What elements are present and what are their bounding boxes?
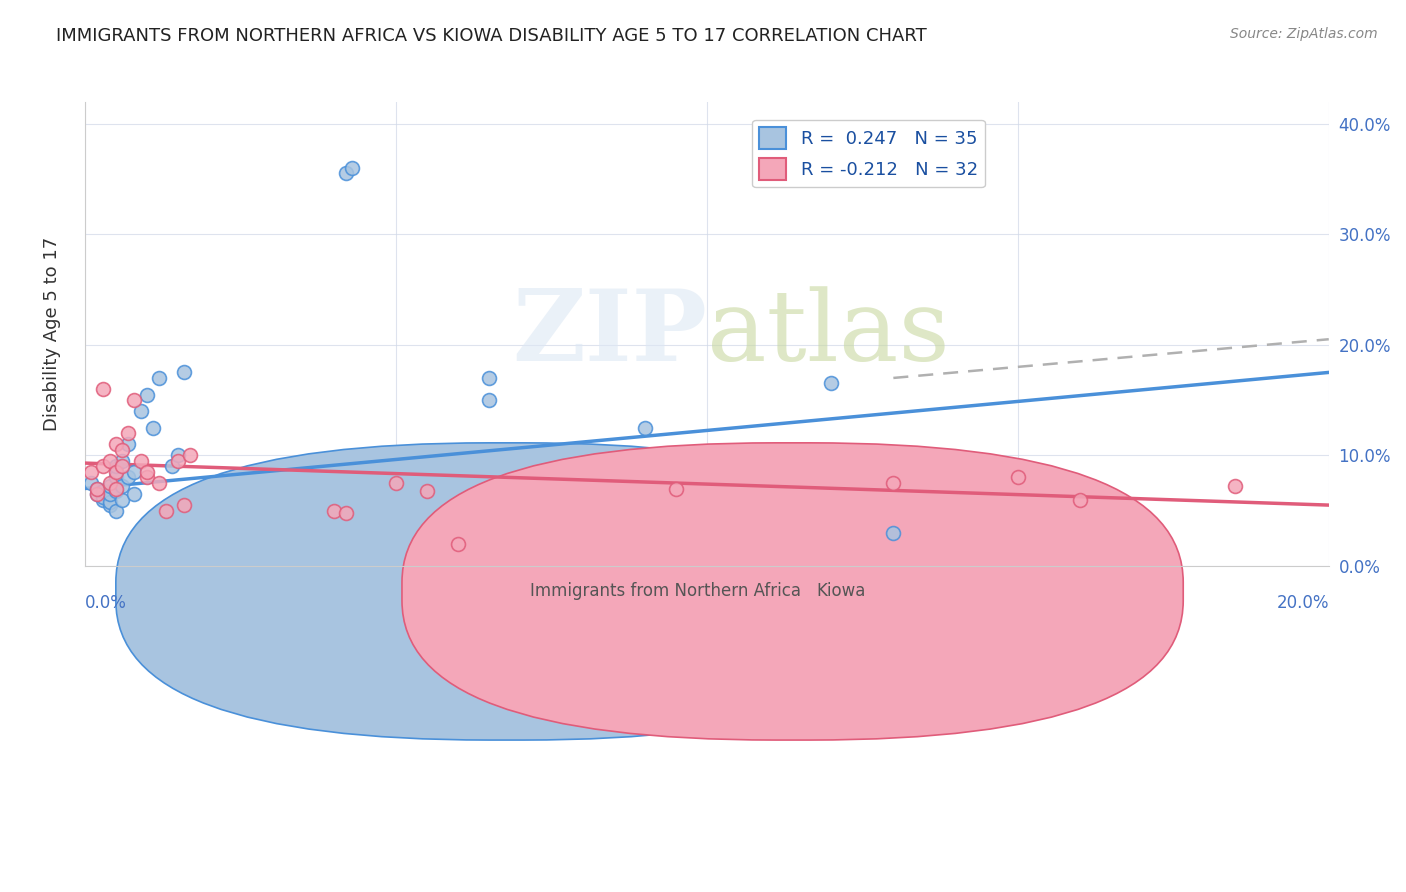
Point	[80, 465, 103, 479]
Point	[124, 465, 146, 479]
Point	[478, 371, 501, 385]
Point	[104, 465, 127, 479]
Point	[129, 404, 152, 418]
Point	[86, 487, 108, 501]
Point	[104, 437, 127, 451]
Point	[111, 459, 134, 474]
Text: 20.0%: 20.0%	[1277, 594, 1329, 612]
Point	[882, 525, 904, 540]
Point	[665, 482, 688, 496]
Point	[86, 482, 108, 496]
Point	[111, 492, 134, 507]
Point	[136, 387, 159, 401]
Point	[478, 392, 501, 407]
Point	[167, 454, 190, 468]
Point	[136, 465, 159, 479]
Point	[93, 491, 115, 505]
Point	[155, 503, 177, 517]
Point	[124, 392, 146, 407]
Point	[80, 475, 103, 490]
Point	[820, 376, 842, 391]
Point	[173, 366, 195, 380]
FancyBboxPatch shape	[402, 442, 1184, 740]
Point	[104, 483, 127, 498]
Point	[117, 470, 139, 484]
Point	[322, 503, 344, 517]
Y-axis label: Disability Age 5 to 17: Disability Age 5 to 17	[44, 236, 60, 431]
Point	[167, 448, 190, 462]
Point	[416, 483, 439, 498]
Text: Immigrants from Northern Africa: Immigrants from Northern Africa	[530, 582, 801, 600]
Point	[93, 492, 115, 507]
Point	[160, 459, 183, 474]
Point	[111, 454, 134, 468]
Point	[86, 482, 108, 496]
Point	[136, 470, 159, 484]
Point	[340, 161, 363, 175]
Legend: R =  0.247   N = 35, R = -0.212   N = 32: R = 0.247 N = 35, R = -0.212 N = 32	[752, 120, 986, 187]
Point	[148, 475, 170, 490]
Point	[98, 495, 121, 509]
Point	[104, 503, 127, 517]
Point	[1007, 470, 1029, 484]
Point	[98, 479, 121, 493]
Point	[882, 475, 904, 490]
Point	[104, 482, 127, 496]
Point	[93, 483, 115, 498]
Point	[335, 506, 357, 520]
Point	[104, 459, 127, 474]
Point	[117, 437, 139, 451]
Text: ZIP: ZIP	[512, 285, 707, 382]
FancyBboxPatch shape	[115, 442, 897, 740]
Point	[1069, 492, 1091, 507]
Point	[173, 498, 195, 512]
Text: IMMIGRANTS FROM NORTHERN AFRICA VS KIOWA DISABILITY AGE 5 TO 17 CORRELATION CHAR: IMMIGRANTS FROM NORTHERN AFRICA VS KIOWA…	[56, 27, 927, 45]
Point	[335, 166, 357, 180]
Text: Source: ZipAtlas.com: Source: ZipAtlas.com	[1230, 27, 1378, 41]
Point	[124, 487, 146, 501]
Point	[129, 454, 152, 468]
Point	[117, 426, 139, 441]
Point	[98, 498, 121, 512]
Point	[447, 537, 470, 551]
Point	[111, 442, 134, 457]
Text: Kiowa: Kiowa	[817, 582, 866, 600]
Point	[86, 487, 108, 501]
Point	[633, 420, 655, 434]
Point	[104, 470, 127, 484]
Text: atlas: atlas	[707, 285, 949, 382]
Point	[98, 487, 121, 501]
Point	[384, 475, 406, 490]
Point	[179, 448, 201, 462]
Point	[93, 382, 115, 396]
Point	[111, 479, 134, 493]
Point	[98, 475, 121, 490]
Text: 0.0%: 0.0%	[84, 594, 127, 612]
Point	[142, 420, 165, 434]
Point	[1225, 479, 1247, 493]
Point	[98, 454, 121, 468]
Point	[93, 459, 115, 474]
Point	[148, 371, 170, 385]
